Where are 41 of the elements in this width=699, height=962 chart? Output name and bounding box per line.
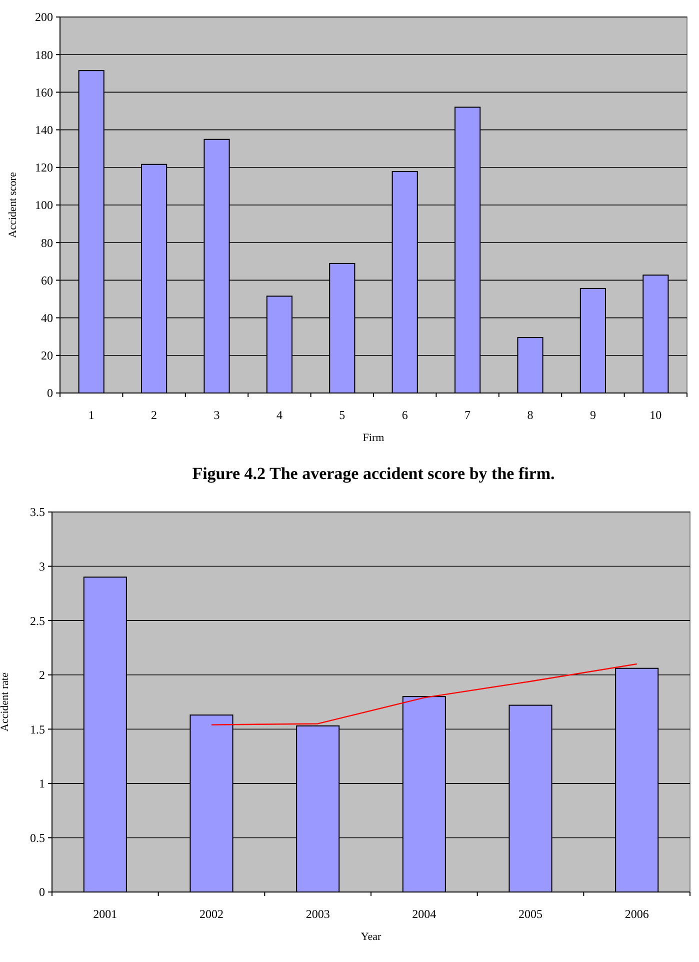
y-tick-label: 100: [35, 198, 53, 212]
x-tick-label: 2: [151, 408, 158, 422]
line-series: [210, 663, 638, 726]
y-tick-label: 20: [41, 348, 53, 363]
y-tick-label: 120: [35, 160, 53, 175]
y-tick-label: 3.5: [30, 505, 45, 520]
y-tick-label: 60: [41, 273, 53, 288]
x-axis-title: Firm: [362, 432, 385, 444]
x-tick-label: 2003: [306, 907, 330, 921]
y-tick-label: 1: [39, 776, 45, 791]
x-tick-label: 5: [339, 408, 346, 422]
y-tick-label: 2: [39, 668, 45, 682]
x-tick-label: 8: [527, 408, 534, 422]
x-tick-label: 4: [276, 408, 282, 422]
x-tick-label: 10: [650, 408, 662, 422]
x-tick-label: 9: [590, 408, 596, 422]
y-axis-title: Accident score: [7, 172, 19, 238]
x-tick-label: 2006: [624, 907, 649, 921]
x-axis-title: Year: [360, 931, 382, 943]
y-tick-label: 40: [41, 311, 53, 325]
x-tick-label: 3: [214, 408, 220, 422]
y-tick-label: 1.5: [30, 722, 45, 736]
y-tick-label: 180: [35, 48, 53, 62]
x-tick-label: 2002: [200, 907, 224, 921]
x-tick-label: 1: [88, 408, 94, 422]
y-tick-label: 160: [35, 85, 53, 100]
x-tick-label: 6: [402, 408, 408, 422]
text: Figure 4.2 The average accident score by the firm.: [192, 464, 555, 483]
x-tick-label: 7: [464, 408, 471, 422]
x-tick-label: 2001: [93, 907, 118, 921]
y-tick-label: 2.5: [30, 614, 45, 628]
y-tick-label: 3: [39, 559, 45, 574]
y-tick-label: 140: [35, 123, 53, 137]
x-tick-label: 2005: [518, 907, 542, 921]
x-tick-label: 2004: [412, 907, 436, 921]
y-tick-label: 200: [35, 10, 53, 24]
y-tick-label: 80: [41, 236, 53, 250]
y-axis-title: Accident rate: [0, 672, 11, 732]
y-tick-label: 0.5: [30, 830, 45, 845]
y-tick-label: 0: [47, 386, 53, 400]
y-tick-label: 0: [39, 885, 45, 900]
